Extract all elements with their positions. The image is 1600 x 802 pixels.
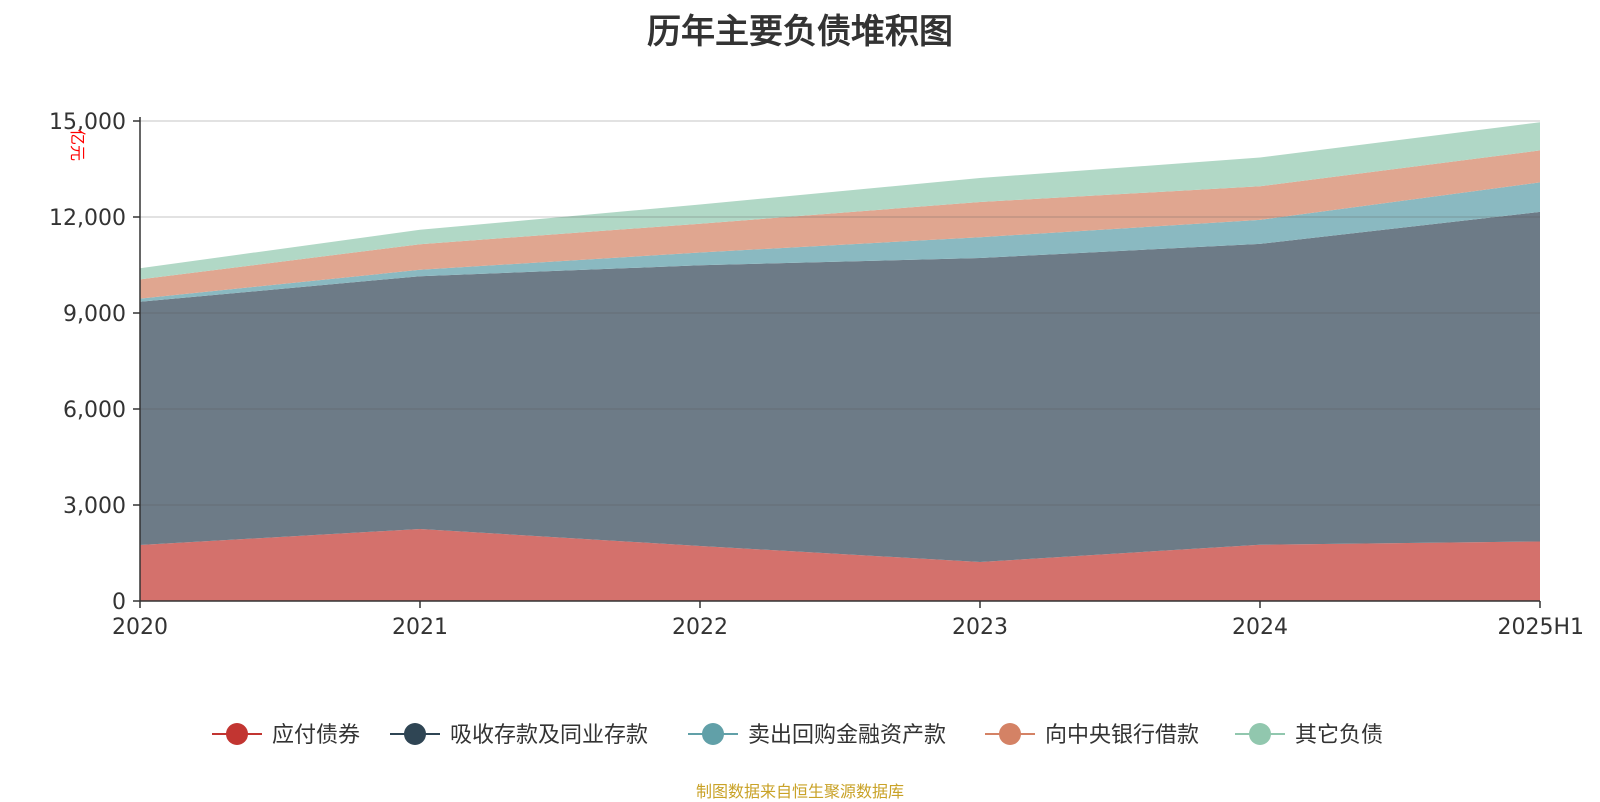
y-tick-label-0: 0: [112, 590, 126, 615]
legend-label-1: 应付债券: [272, 723, 360, 748]
source-note: 制图数据来自恒生聚源数据库: [695, 782, 904, 801]
x-tick-label-4: 2024: [1232, 615, 1288, 640]
y-tick-label-2: 6,000: [63, 398, 126, 423]
area-series-4: [140, 150, 1540, 299]
legend-item-4: 向中央银行借款: [985, 723, 1199, 748]
legend-label-2: 吸收存款及同业存款: [450, 723, 648, 748]
area-series-2: [140, 211, 1540, 562]
area-series-1: [140, 529, 1540, 601]
y-tick-label-3: 9,000: [63, 302, 126, 327]
legend-marker-1: [226, 723, 248, 745]
legend-item-2: 吸收存款及同业存款: [390, 723, 648, 748]
area-layer: [140, 122, 1540, 601]
legend-item-5: 其它负债: [1235, 723, 1383, 748]
legend-marker-5: [1249, 723, 1271, 745]
y-tick-label-1: 3,000: [63, 494, 126, 519]
legend-label-4: 向中央银行借款: [1045, 723, 1199, 748]
legend-marker-4: [999, 723, 1021, 745]
y-tick-label-5: 15,000: [49, 110, 126, 135]
x-tick-label-5: 2025H1: [1497, 615, 1584, 640]
chart-title: 历年主要负债堆积图: [647, 12, 953, 52]
area-series-5: [140, 122, 1540, 280]
legend-marker-3: [702, 723, 724, 745]
legend-marker-2: [404, 723, 426, 745]
legend-item-3: 卖出回购金融资产款: [688, 723, 946, 748]
y-axis-unit-label: 亿元: [68, 129, 87, 161]
x-tick-label-0: 2020: [112, 615, 168, 640]
legend: 应付债券 吸收存款及同业存款 卖出回购金融资产款 向中央银行借款 其它负债: [212, 723, 1383, 748]
x-tick-label-1: 2021: [392, 615, 448, 640]
legend-item-1: 应付债券: [212, 723, 360, 748]
area-series-3: [140, 182, 1540, 302]
legend-label-5: 其它负债: [1295, 723, 1383, 748]
axis-layer: 0 3,000 6,000 9,000 12,000 15,000 2020 2021 2022…: [49, 110, 1584, 640]
x-tick-label-2: 2022: [672, 615, 728, 640]
gridline-overlay: [140, 120, 1540, 506]
x-tick-label-3: 2023: [952, 615, 1008, 640]
y-tick-label-4: 12,000: [49, 206, 126, 231]
legend-label-3: 卖出回购金融资产款: [748, 723, 946, 748]
